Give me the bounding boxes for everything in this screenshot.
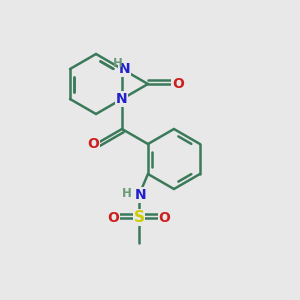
Text: O: O xyxy=(107,211,119,224)
Text: N: N xyxy=(135,188,146,202)
Text: N: N xyxy=(119,62,131,76)
Text: O: O xyxy=(158,211,170,224)
Text: O: O xyxy=(87,137,99,151)
Text: S: S xyxy=(134,210,145,225)
Text: O: O xyxy=(172,77,184,91)
Text: H: H xyxy=(122,187,131,200)
Text: H: H xyxy=(112,57,122,70)
Text: N: N xyxy=(116,92,128,106)
